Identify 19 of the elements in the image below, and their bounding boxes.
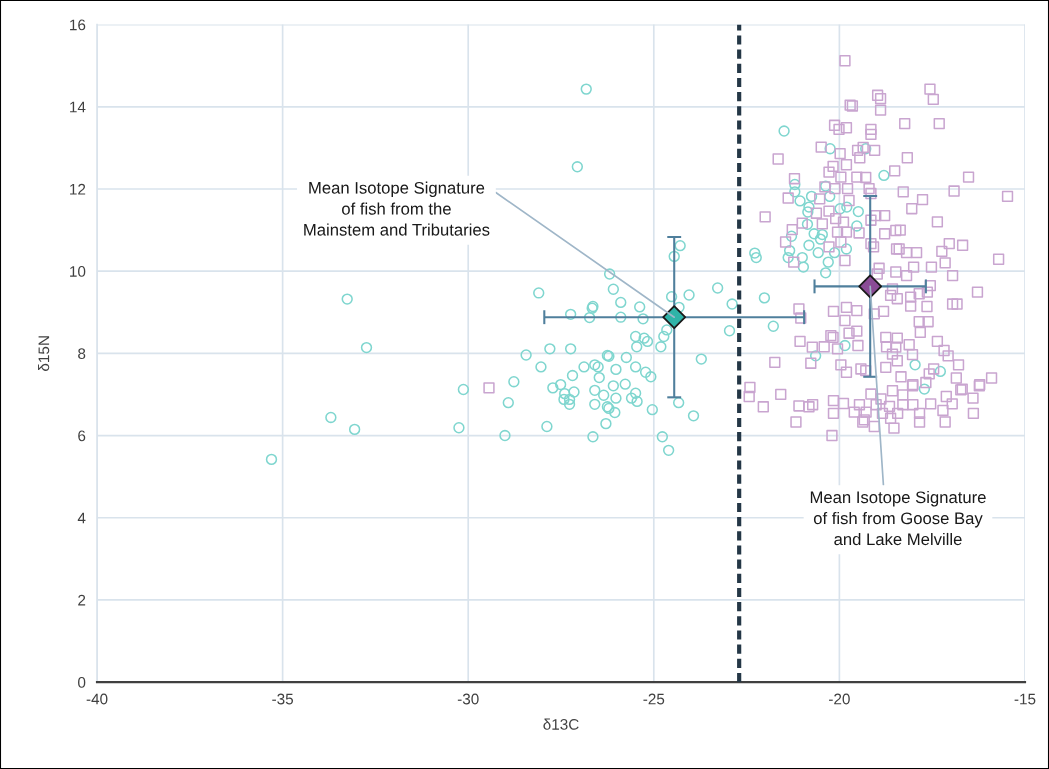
- y-tick-label: 2: [78, 594, 86, 606]
- y-axis-title: δ15N: [38, 336, 50, 371]
- x-tick-label: -15: [1014, 693, 1036, 705]
- x-tick-label: -40: [86, 693, 108, 705]
- y-tick-label: 14: [70, 101, 86, 113]
- annotation: Mean Isotope Signature of fish from Goose Bay and Lake Melville: [810, 490, 986, 546]
- annotation: Mean Isotope Signature of fish from the Mainstem and Tributaries: [304, 181, 490, 236]
- y-tick-label: 6: [78, 430, 86, 442]
- x-axis-title: δ13C: [543, 718, 579, 730]
- y-tick-label: 8: [78, 348, 86, 360]
- x-tick-label: -35: [272, 693, 294, 705]
- y-tick-label: 4: [77, 512, 86, 524]
- y-tick-label: 0: [78, 676, 86, 688]
- y-tick-label: 10: [70, 266, 86, 277]
- x-tick-label: -30: [457, 693, 479, 705]
- x-tick-label: -25: [643, 693, 665, 705]
- y-tick-label: 16: [70, 19, 86, 31]
- y-tick-label: 12: [70, 183, 86, 195]
- x-tick-label: -20: [829, 693, 850, 705]
